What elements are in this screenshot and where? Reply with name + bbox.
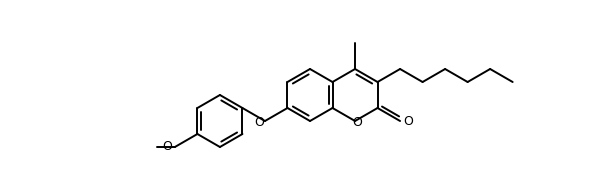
Text: O: O [254, 117, 264, 129]
Text: O: O [352, 116, 362, 128]
Text: O: O [403, 114, 413, 127]
Text: O: O [162, 141, 172, 153]
